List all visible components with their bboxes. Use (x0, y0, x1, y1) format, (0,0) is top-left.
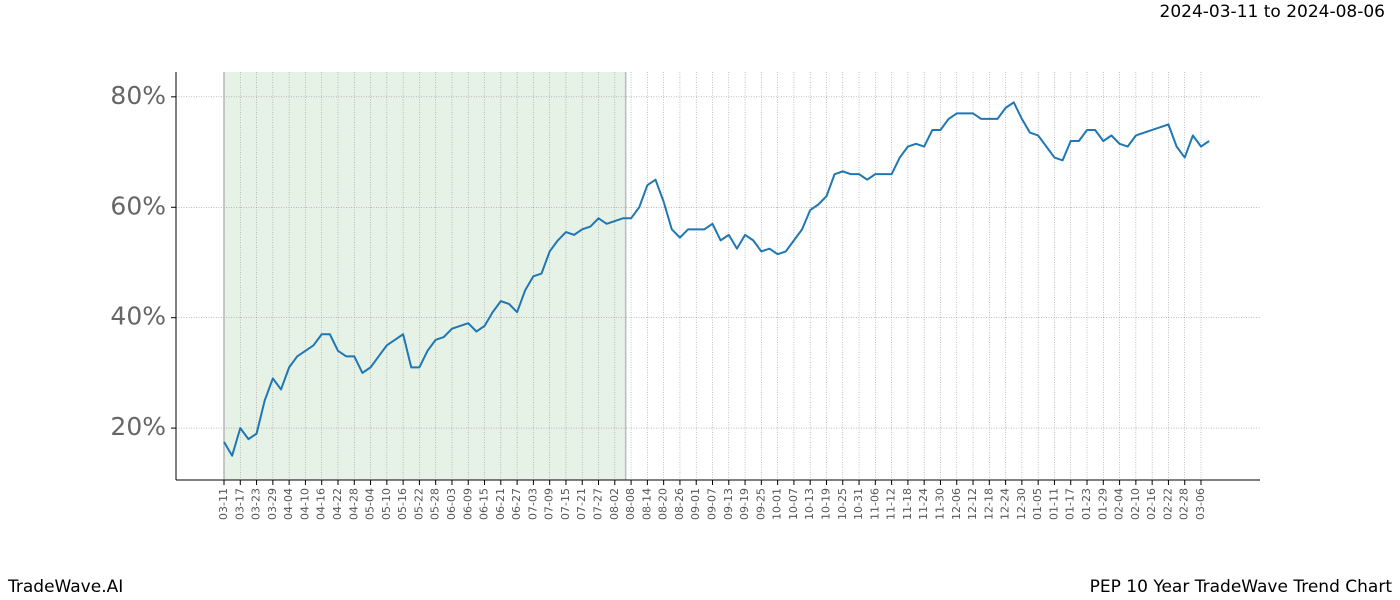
x-tick-label: 09-01 (689, 488, 702, 520)
x-tick-label: 06-09 (461, 488, 474, 520)
x-tick-label: 03-29 (266, 488, 279, 520)
x-tick-label: 02-16 (1145, 488, 1158, 520)
x-tick-label: 06-03 (445, 488, 458, 520)
x-tick-label: 12-06 (950, 488, 963, 520)
x-tick-label: 03-11 (217, 488, 230, 520)
x-tick-label: 04-04 (282, 488, 295, 520)
x-tick-label: 10-07 (787, 488, 800, 520)
x-tick-label: 02-28 (1178, 488, 1191, 520)
x-tick-label: 06-21 (494, 488, 507, 520)
x-tick-label: 08-20 (657, 488, 670, 520)
x-tick-label: 03-17 (233, 488, 246, 520)
x-tick-label: 08-26 (673, 488, 686, 520)
x-tick-label: 12-12 (966, 488, 979, 520)
y-tick-label: 60% (110, 191, 166, 220)
data-line (223, 101, 1210, 457)
x-tick-label: 05-22 (412, 488, 425, 520)
x-tick-label: 10-25 (836, 488, 849, 520)
x-tick-label: 06-15 (478, 488, 491, 520)
x-tick-label: 07-15 (559, 488, 572, 520)
x-tick-label: 08-08 (624, 488, 637, 520)
footer-left: TradeWave.AI (7, 577, 123, 597)
x-tick-label: 02-22 (1161, 488, 1174, 520)
footer-right: PEP 10 Year TradeWave Trend Chart (1090, 577, 1393, 597)
x-tick-label: 11-18 (901, 488, 914, 520)
x-tick-label: 01-17 (1064, 488, 1077, 520)
x-tick-label: 03-23 (250, 488, 263, 520)
x-tick-label: 01-23 (1080, 488, 1093, 520)
x-tick-label: 11-24 (917, 488, 930, 520)
y-tick-label: 40% (110, 302, 166, 331)
x-tick-label: 01-11 (1047, 488, 1060, 520)
x-tick-label: 04-22 (331, 488, 344, 520)
highlight-region (224, 72, 626, 480)
x-tick-label: 05-04 (364, 488, 377, 520)
x-tick-label: 03-06 (1194, 488, 1207, 520)
x-tick-label: 10-31 (852, 488, 865, 520)
x-tick-label: 05-16 (396, 488, 409, 520)
x-tick-label: 02-04 (1113, 488, 1126, 520)
x-tick-label: 07-03 (526, 488, 539, 520)
x-tick-label: 07-27 (592, 488, 605, 520)
x-tick-label: 11-06 (868, 488, 881, 520)
x-tick-label: 12-24 (999, 488, 1012, 520)
x-tick-label: 11-30 (933, 488, 946, 520)
x-tick-label: 07-09 (543, 488, 556, 520)
x-tick-label: 10-01 (771, 488, 784, 520)
x-tick-label: 11-12 (885, 488, 898, 520)
x-tick-label: 08-14 (640, 488, 653, 520)
x-tick-label: 10-13 (803, 488, 816, 520)
y-tick-label: 20% (110, 412, 166, 441)
x-tick-label: 09-25 (754, 488, 767, 520)
x-tick-label: 10-19 (819, 488, 832, 520)
x-tick-label: 04-16 (315, 488, 328, 520)
x-tick-label: 04-10 (298, 488, 311, 520)
x-tick-label: 05-10 (380, 488, 393, 520)
x-tick-label: 07-21 (575, 488, 588, 520)
x-tick-label: 08-02 (608, 488, 621, 520)
x-tick-label: 06-27 (510, 488, 523, 520)
x-tick-label: 02-10 (1129, 488, 1142, 520)
x-tick-label: 09-13 (722, 488, 735, 520)
x-tick-label: 01-05 (1031, 488, 1044, 520)
chart-title: 2024-03-11 to 2024-08-06 (1160, 2, 1385, 22)
x-tick-label: 04-28 (347, 488, 360, 520)
x-tick-label: 01-29 (1096, 488, 1109, 520)
x-tick-label: 12-18 (982, 488, 995, 520)
x-tick-label: 12-30 (1015, 488, 1028, 520)
y-tick-label: 80% (110, 81, 166, 110)
x-tick-label: 05-28 (429, 488, 442, 520)
x-tick-label: 09-19 (738, 488, 751, 520)
x-tick-label: 09-07 (706, 488, 719, 520)
